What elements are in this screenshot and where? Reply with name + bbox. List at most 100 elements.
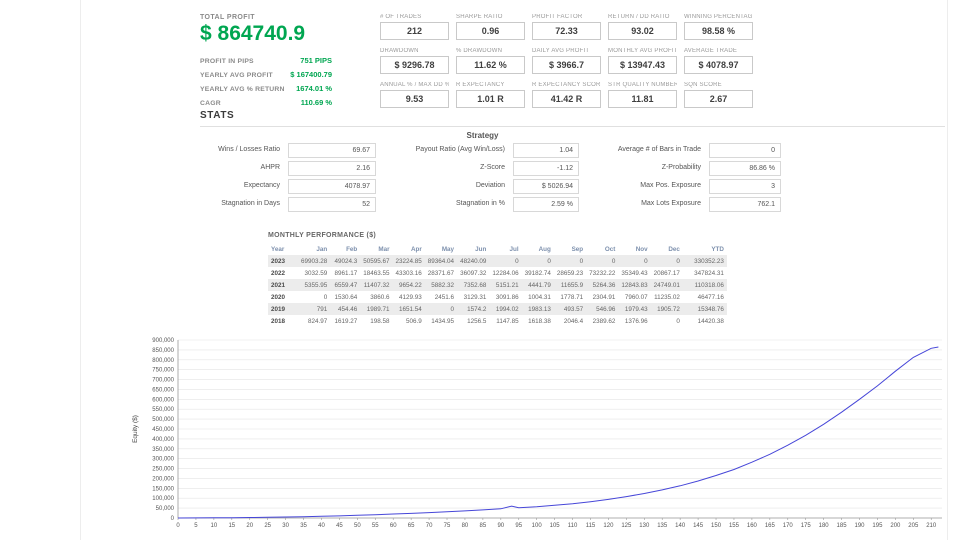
monthly-column-header: Nov (635, 245, 648, 253)
monthly-column-header: Jan (316, 245, 328, 253)
stat-cell: PROFIT FACTOR 72.33 (532, 14, 601, 41)
monthly-value-cell: 1618.38 (528, 317, 551, 325)
monthly-value-cell: 5151.21 (495, 281, 519, 289)
stat-value: 9.53 (380, 90, 449, 108)
monthly-value-cell: 1434.95 (431, 317, 455, 325)
monthly-column-header: Jul (509, 245, 519, 253)
x-tick-label: 40 (318, 523, 325, 529)
monthly-value-cell: 546.96 (596, 305, 616, 313)
monthly-value-cell: 198.58 (370, 317, 390, 325)
stat-label: R EXPECTANCY SCORE (532, 82, 601, 88)
strategy-heading: Strategy (466, 131, 499, 140)
x-tick-label: 20 (246, 523, 253, 529)
equity-chart-svg: 0 50,000 100,000 150,000 200,000 250,000 300,0… (132, 338, 942, 529)
strategy-stat-label: Average # of Bars in Trade (617, 146, 701, 153)
stat-value: 11.81 (608, 90, 677, 108)
strategy-stat-label: Max Lots Exposure (641, 200, 701, 207)
monthly-value-cell: 0 (611, 257, 616, 265)
monthly-value-cell: 1983.13 (528, 305, 551, 313)
equity-curve (177, 346, 939, 519)
stat-value: 2.67 (684, 90, 753, 108)
y-tick-label: 750,000 (152, 368, 174, 374)
strategy-stat-label: Max Pos. Exposure (640, 182, 701, 189)
stat-label: SQN SCORE (684, 82, 722, 88)
strategy-stat-value: 0 (709, 143, 781, 158)
stat-cell: MONTHLY AVG PROFIT $ 13947.43 (608, 48, 677, 75)
monthly-value-cell: 791 (316, 305, 328, 313)
strategy-stat-value: 2.59 % (513, 197, 579, 212)
strategy-stat-value: $ 5026.94 (513, 179, 579, 194)
stat-label: RETURN / DD RATIO (608, 14, 670, 20)
stat-value: 0.96 (456, 22, 525, 40)
monthly-value-cell: 1778.71 (560, 293, 584, 301)
stat-cell: AVERAGE TRADE $ 4078.97 (684, 48, 753, 75)
strategy-stat-label: Expectancy (243, 182, 280, 189)
stat-value: 11.62 % (456, 56, 525, 74)
top-section: TOTAL PROFIT $ 864740.9 PROFIT IN PIPS 75… (200, 14, 753, 109)
monthly-value-cell: 8961.17 (334, 269, 358, 277)
monthly-value-cell: 0 (323, 293, 328, 301)
stats-section-heading: STATS (200, 110, 945, 127)
stat-value: 93.02 (608, 22, 677, 40)
y-tick-label: 400,000 (152, 437, 174, 443)
x-tick-label: 90 (497, 523, 504, 529)
strategy-stat-label: Stagnation in % (455, 200, 505, 207)
strategy-stat-value: 3 (709, 179, 781, 194)
stat-value: 212 (380, 22, 449, 40)
monthly-value-cell: 0 (644, 257, 648, 265)
monthly-value-cell: 454.46 (338, 305, 358, 313)
monthly-value-cell: 347824.31 (694, 269, 724, 277)
stat-value: 98.58 % (684, 22, 753, 40)
monthly-value-cell: 0 (515, 257, 519, 265)
monthly-row: 2019 791 454.46 1989.71 1651.54 0 1574.2 1994.0… (268, 303, 727, 315)
monthly-value-cell: 11655.9 (560, 281, 584, 289)
y-tick-label: 150,000 (152, 486, 174, 492)
monthly-value-cell: 3860.6 (370, 293, 390, 301)
monthly-row: 2020 0 1530.64 3860.6 4129.93 2451.6 3129.31 30… (268, 291, 727, 303)
x-tick-label: 30 (282, 523, 289, 529)
x-tick-label: 145 (693, 523, 704, 529)
x-tick-label: 200 (890, 523, 901, 529)
monthly-value-cell: 824.97 (308, 317, 328, 325)
monthly-value-cell: 2389.62 (592, 317, 616, 325)
monthly-value-cell: 330352.23 (694, 257, 724, 265)
total-profit-value: $ 864740.9 (200, 22, 306, 45)
stat-cell: STR QUALITY NUMBER 11.81 (608, 82, 677, 109)
x-tick-label: 165 (765, 523, 776, 529)
monthly-value-cell: 9654.22 (399, 281, 422, 289)
monthly-year-cell: 2022 (271, 269, 286, 277)
x-tick-label: 135 (657, 523, 668, 529)
y-tick-label: 250,000 (152, 467, 174, 473)
monthly-value-cell: 14420.38 (697, 317, 724, 325)
strategy-stat-label: Stagnation in Days (221, 200, 280, 207)
monthly-value-cell: 7960.07 (624, 293, 648, 301)
x-tick-label: 125 (621, 523, 632, 529)
strategy-stat-label: Deviation (475, 182, 505, 189)
x-tick-label: 10 (211, 523, 218, 529)
stat-label: ANNUAL % / MAX DD % (380, 82, 449, 88)
monthly-value-cell: 1376.96 (624, 317, 648, 325)
summary-value: 110.69 % (300, 97, 332, 107)
monthly-value-cell: 1256.5 (467, 317, 487, 325)
monthly-value-cell: 2304.91 (592, 293, 616, 301)
x-tick-label: 75 (444, 523, 451, 529)
monthly-year-cell: 2019 (271, 305, 286, 313)
x-tick-label: 160 (747, 523, 758, 529)
summary-label: PROFIT IN PIPS (200, 57, 254, 65)
y-tick-label: 600,000 (152, 397, 174, 403)
stat-label: STR QUALITY NUMBER (608, 82, 677, 88)
x-tick-label: 105 (550, 523, 561, 529)
strategy-stat-label: Wins / Losses Ratio (218, 146, 280, 153)
monthly-value-cell: 5264.36 (592, 281, 616, 289)
stat-label: MONTHLY AVG PROFIT (608, 48, 677, 54)
monthly-value-cell: 20867.17 (653, 269, 680, 277)
x-tick-label: 180 (819, 523, 830, 529)
monthly-value-cell: 5355.95 (304, 281, 328, 289)
monthly-value-cell: 1651.54 (399, 305, 422, 313)
strategy-stat-value: 2.16 (288, 161, 376, 176)
monthly-column-header: Apr (410, 245, 422, 253)
monthly-header-row: Year Jan Feb Mar Apr May Jun Jul Aug Sep Oct Nov Dec… (268, 243, 727, 255)
monthly-value-cell: 110318.06 (694, 281, 724, 289)
monthly-value-cell: 69903.28 (301, 257, 328, 265)
strategy-stat-value: 52 (288, 197, 376, 212)
